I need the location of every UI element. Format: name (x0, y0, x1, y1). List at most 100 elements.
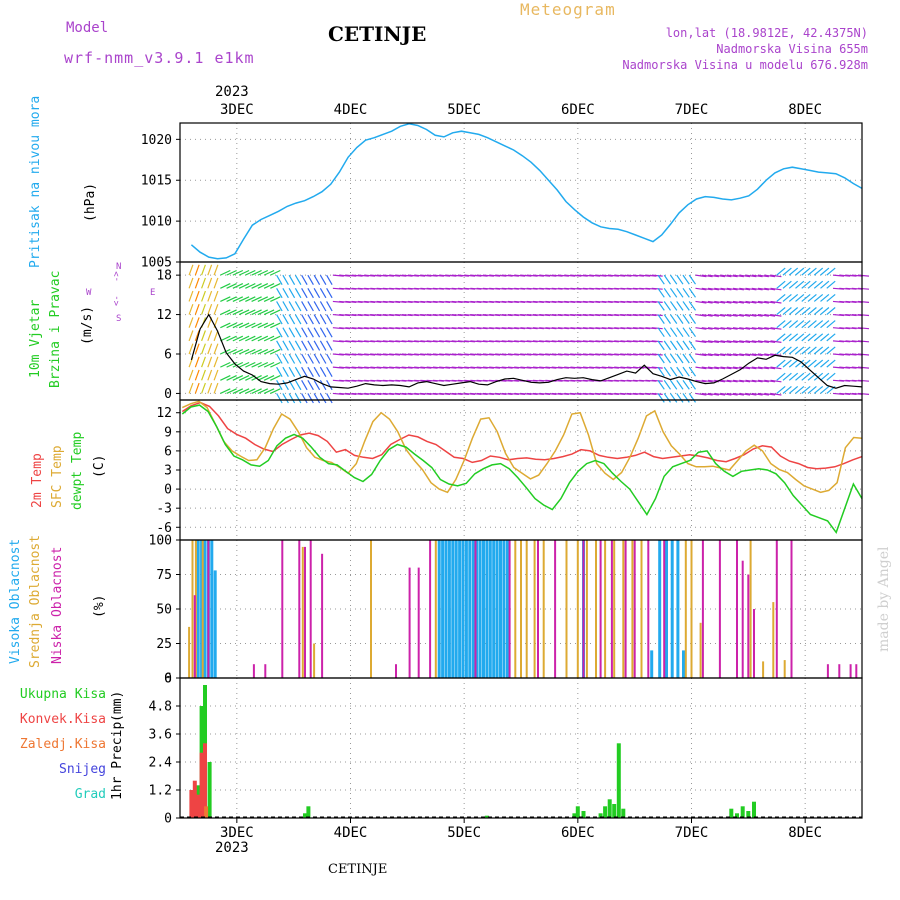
wind-barb (813, 293, 824, 302)
wind-barb (695, 366, 707, 370)
wind-barb (663, 327, 671, 338)
wind-barb (276, 301, 283, 312)
wind-barb (820, 267, 830, 276)
wind-barb (276, 340, 283, 351)
cloud-bar (537, 540, 539, 678)
wind-barb (682, 340, 690, 351)
wind-barb (701, 287, 713, 291)
cloud-bar (631, 540, 634, 678)
x-tick-label-bottom: 6DEC (561, 825, 595, 841)
wind-barb (826, 320, 836, 329)
wind-barb (651, 353, 663, 356)
cloud-bar (542, 540, 545, 678)
wind-barb (701, 366, 713, 370)
wind-barb (663, 393, 671, 403)
wind-barb (663, 314, 671, 324)
wind-barb (714, 392, 726, 396)
wind-barb (188, 317, 194, 328)
y-tick-label: 0 (164, 672, 172, 687)
wind-barb (820, 293, 830, 302)
wind-barb (220, 361, 231, 368)
wind-barb (251, 361, 262, 368)
x-tick-label-bottom: 8DEC (788, 825, 822, 841)
wind-barb (232, 375, 244, 381)
wind-barb (194, 343, 200, 355)
cloud-bar (718, 540, 721, 678)
wind-barb (732, 313, 744, 317)
legend-conv: Konvek.Kisa (19, 712, 106, 727)
wind-barb (764, 313, 776, 317)
model-name: wrf-nmm_v3.9.1 e1km (64, 49, 255, 67)
wind-barb (319, 274, 327, 286)
wind-barb (663, 340, 671, 351)
cloud-bar (582, 540, 585, 678)
wind-barb (257, 269, 269, 276)
cloud-bar (475, 540, 479, 678)
wind-barb (826, 280, 836, 289)
wind-barb (245, 283, 256, 289)
wind-barb (213, 356, 219, 368)
wind-barb (714, 353, 726, 357)
wind-barb (226, 322, 237, 329)
wind-barb (801, 372, 811, 381)
cloud-bar (640, 540, 643, 678)
wind-barb (207, 369, 213, 381)
wind-barb (820, 372, 830, 381)
wind-barb (682, 327, 690, 338)
wind-barb (263, 269, 275, 276)
precip-bar (192, 780, 197, 818)
wind-barb (282, 340, 289, 351)
wind-barb (682, 314, 690, 324)
wind-barb (745, 366, 757, 370)
wind-barb (201, 369, 206, 381)
wind-barb (795, 293, 805, 302)
footer-station: CETINJE (328, 862, 388, 877)
cloud-bar (576, 540, 579, 678)
wind-barb (807, 307, 817, 316)
cloud-bar (525, 540, 528, 678)
wind-barb (238, 348, 250, 355)
pressure-line (190, 123, 863, 260)
model-elevation-text: Nadmorska Visina u modelu 676.928m (622, 58, 868, 72)
compass-e: E (150, 288, 156, 298)
wind-barb (238, 309, 250, 316)
wind-barb (726, 340, 738, 343)
wind-barb (288, 340, 296, 351)
wind-barb (820, 280, 830, 289)
cloud-bar (762, 661, 765, 678)
y-tick-label: 75 (156, 568, 172, 583)
wind-barb (663, 353, 671, 364)
cloud-bar (508, 540, 511, 678)
wind-barb (657, 314, 665, 324)
wind-barb (776, 385, 786, 394)
wind-barb (326, 287, 333, 299)
wind-barb (270, 296, 281, 302)
wind-barb (194, 369, 200, 381)
wind-barb (313, 287, 321, 299)
wind-barb (757, 353, 769, 357)
wind-barb (194, 303, 200, 315)
wind-barb (688, 287, 696, 298)
cloud-bar (474, 540, 477, 678)
wind-barb (270, 348, 281, 355)
wind-barb (701, 379, 713, 383)
wind-barb (270, 375, 281, 381)
wind-barb (695, 300, 707, 304)
wind-barb (688, 366, 696, 377)
cloud-bar (304, 546, 306, 678)
legend-frozen: Zaledj.Kisa (19, 737, 106, 752)
wind-barb (326, 353, 333, 364)
wind-barb (307, 379, 314, 391)
wind-barb (688, 393, 696, 403)
wind-barb (676, 379, 684, 390)
wind-barb (707, 327, 719, 330)
wind-barb (701, 313, 713, 317)
cloud-bar (775, 540, 778, 678)
wind-barb (326, 379, 333, 391)
wind-barb (757, 300, 769, 304)
cloud-bar (684, 540, 687, 678)
wind-barb (201, 343, 206, 355)
wind-barb (739, 340, 751, 343)
wind-barb (282, 274, 289, 286)
wind-barb (726, 327, 738, 330)
